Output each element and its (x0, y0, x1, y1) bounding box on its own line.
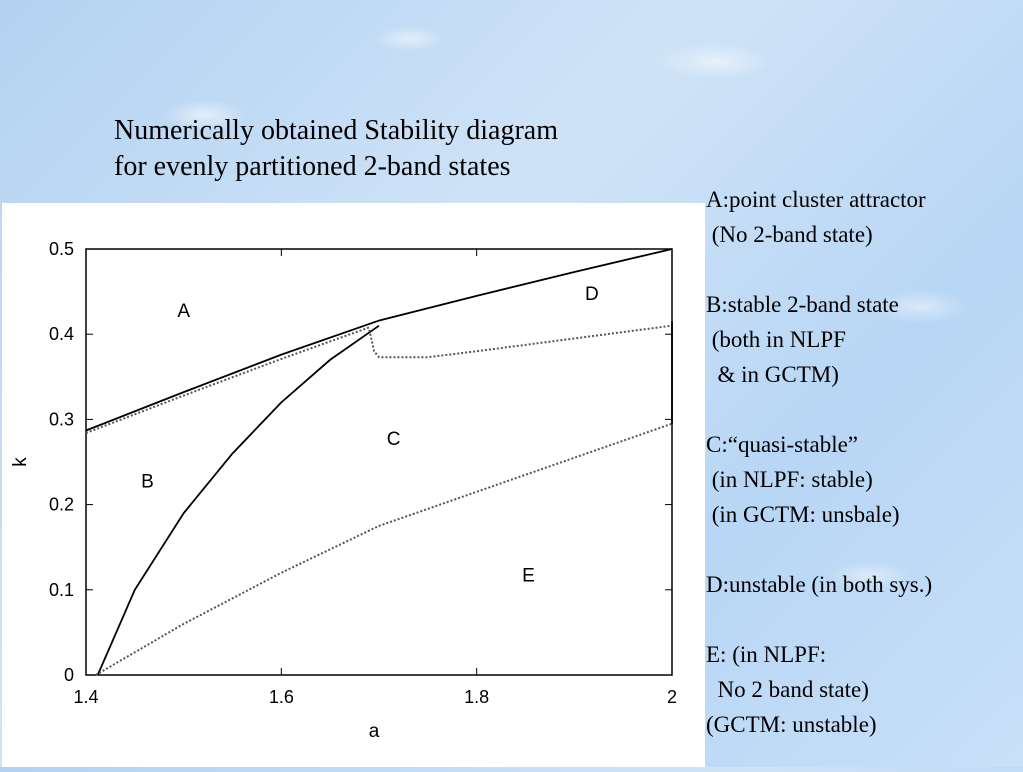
legend-spacer (706, 532, 932, 567)
legend-line: (in NLPF: stable) (706, 467, 873, 492)
title-line-1: Numerically obtained Stability diagram (114, 115, 558, 146)
plot-panel: 1.4 1.6 1.8 2 0 0.1 0.2 0.3 0.4 0.5 a k A B C D E (2, 203, 705, 767)
y-tick-label: 0.1 (49, 580, 74, 600)
legend-line: & in GCTM) (706, 362, 839, 387)
legend-spacer (706, 602, 932, 637)
stability-diagram-chart: 1.4 1.6 1.8 2 0 0.1 0.2 0.3 0.4 0.5 a k A B C D E (10, 239, 677, 742)
region-label-b: B (141, 472, 154, 493)
y-tick-label: 0.4 (49, 324, 74, 344)
region-label-d: D (585, 284, 599, 305)
boundary-curve-2 (85, 326, 370, 434)
y-axis-label: k (10, 457, 31, 467)
region-legend: A:point cluster attractor (No 2-band sta… (706, 182, 932, 742)
legend-spacer (706, 392, 932, 427)
plot-frame (85, 248, 673, 676)
x-tick-label: 1.8 (464, 687, 489, 707)
boundary-curve-5 (95, 422, 673, 676)
y-tick-label: 0.3 (49, 409, 74, 429)
legend-line: E: (in NLPF: (706, 642, 827, 667)
boundary-curve-1 (85, 248, 673, 432)
x-tick-label: 2 (667, 687, 677, 707)
legend-line: A:point cluster attractor (706, 187, 926, 212)
legend-line: (both in NLPF (706, 327, 846, 352)
legend-line: B:stable 2-band state (706, 292, 899, 317)
boundary-curve-3 (96, 324, 380, 676)
x-tick-label: 1.4 (73, 687, 98, 707)
region-label-a: A (177, 301, 190, 322)
region-label-c: C (387, 429, 401, 450)
y-tick-label: 0.5 (49, 239, 74, 259)
x-axis-label: a (369, 721, 380, 742)
legend-line: (GCTM: unstable) (706, 712, 877, 737)
legend-line: C:“quasi-stable” (706, 432, 859, 457)
x-tick-label: 1.6 (269, 687, 294, 707)
region-label-e: E (522, 565, 535, 586)
legend-line: No 2 band state) (706, 677, 869, 702)
slide-title: Numerically obtained Stability diagram fo… (114, 113, 558, 185)
legend-spacer (706, 252, 932, 287)
y-tick-label: 0 (64, 665, 74, 685)
legend-line: (No 2-band state) (706, 222, 873, 247)
legend-line: D:unstable (in both sys.) (706, 572, 933, 597)
y-tick-label: 0.2 (49, 495, 74, 515)
boundary-curve-4 (368, 324, 673, 359)
legend-line: (in GCTM: unsbale) (706, 502, 900, 527)
title-line-2: for evenly partitioned 2-band states (114, 151, 511, 182)
